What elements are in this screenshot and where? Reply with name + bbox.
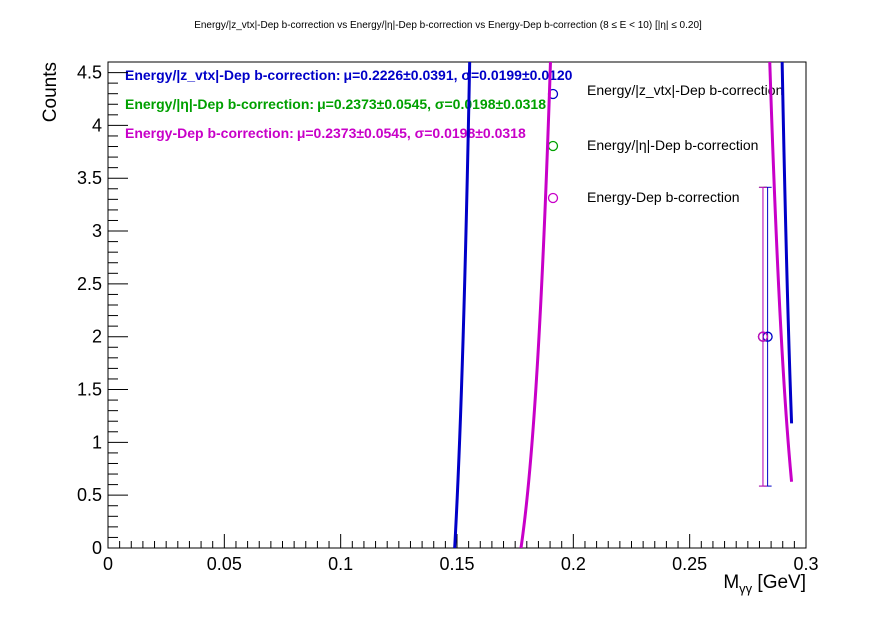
chart-title: Energy/|z_vtx|-Dep b-correction vs Energ… <box>194 20 702 31</box>
stat-label-eta: Energy/|η|-Dep b-correction: <box>125 96 314 112</box>
x-tick-label: 0.15 <box>439 554 474 574</box>
y-tick-label: 4.5 <box>77 63 102 83</box>
legend-entry-zvtx: Energy/|z_vtx|-Dep b-correction <box>587 82 783 98</box>
y-tick-label: 0.5 <box>77 485 102 505</box>
x-tick-label: 0.25 <box>672 554 707 574</box>
x-tick-label: 0.2 <box>561 554 586 574</box>
y-tick-label: 0 <box>92 538 102 558</box>
x-tick-label: 0 <box>103 554 113 574</box>
y-tick-label: 2.5 <box>77 274 102 294</box>
stat-label-zvtx: Energy/|z_vtx|-Dep b-correction: <box>125 67 341 83</box>
legend-entry-energy: Energy-Dep b-correction <box>587 189 740 205</box>
legend-marker-eta <box>547 140 559 152</box>
stat-line-zvtx: Energy/|z_vtx|-Dep b-correction: μ=0.2226… <box>125 67 573 83</box>
y-tick-label: 3 <box>92 221 102 241</box>
legend-entry-eta: Energy/|η|-Dep b-correction <box>587 137 758 153</box>
stat-values-zvtx: μ=0.2226±0.0391, σ=0.0199±0.0120 <box>344 67 573 83</box>
x-axis-label-main: M <box>723 572 739 593</box>
y-tick-label: 2 <box>92 327 102 347</box>
y-tick-label: 1 <box>92 432 102 452</box>
x-axis-label-sub: γγ <box>739 581 753 596</box>
y-tick-label: 3.5 <box>77 168 102 188</box>
stat-label-energy: Energy-Dep b-correction: <box>125 125 294 141</box>
stat-line-eta: Energy/|η|-Dep b-correction: μ=0.2373±0.0… <box>125 96 546 112</box>
stat-line-energy: Energy-Dep b-correction: μ=0.2373±0.0545,… <box>125 125 526 141</box>
stat-values-energy: μ=0.2373±0.0545, σ=0.0198±0.0318 <box>297 125 526 141</box>
y-tick-label: 1.5 <box>77 380 102 400</box>
x-tick-label: 0.3 <box>793 554 818 574</box>
stat-values-eta: μ=0.2373±0.0545, σ=0.0198±0.0318 <box>317 96 546 112</box>
x-axis-label: Mγγ [GeV] <box>723 572 806 596</box>
legend: Energy/|z_vtx|-Dep b-correction Energy/|… <box>547 82 783 205</box>
x-tick-label: 0.1 <box>328 554 353 574</box>
y-axis-label: Counts <box>40 62 61 122</box>
y-tick-label: 4 <box>92 115 102 135</box>
stats-box: Energy/|z_vtx|-Dep b-correction: μ=0.2226… <box>125 67 573 141</box>
legend-marker-energy <box>547 192 559 204</box>
x-axis-label-unit: [GeV] <box>752 572 806 593</box>
data-point-2 <box>757 331 769 342</box>
x-tick-label: 0.05 <box>207 554 242 574</box>
